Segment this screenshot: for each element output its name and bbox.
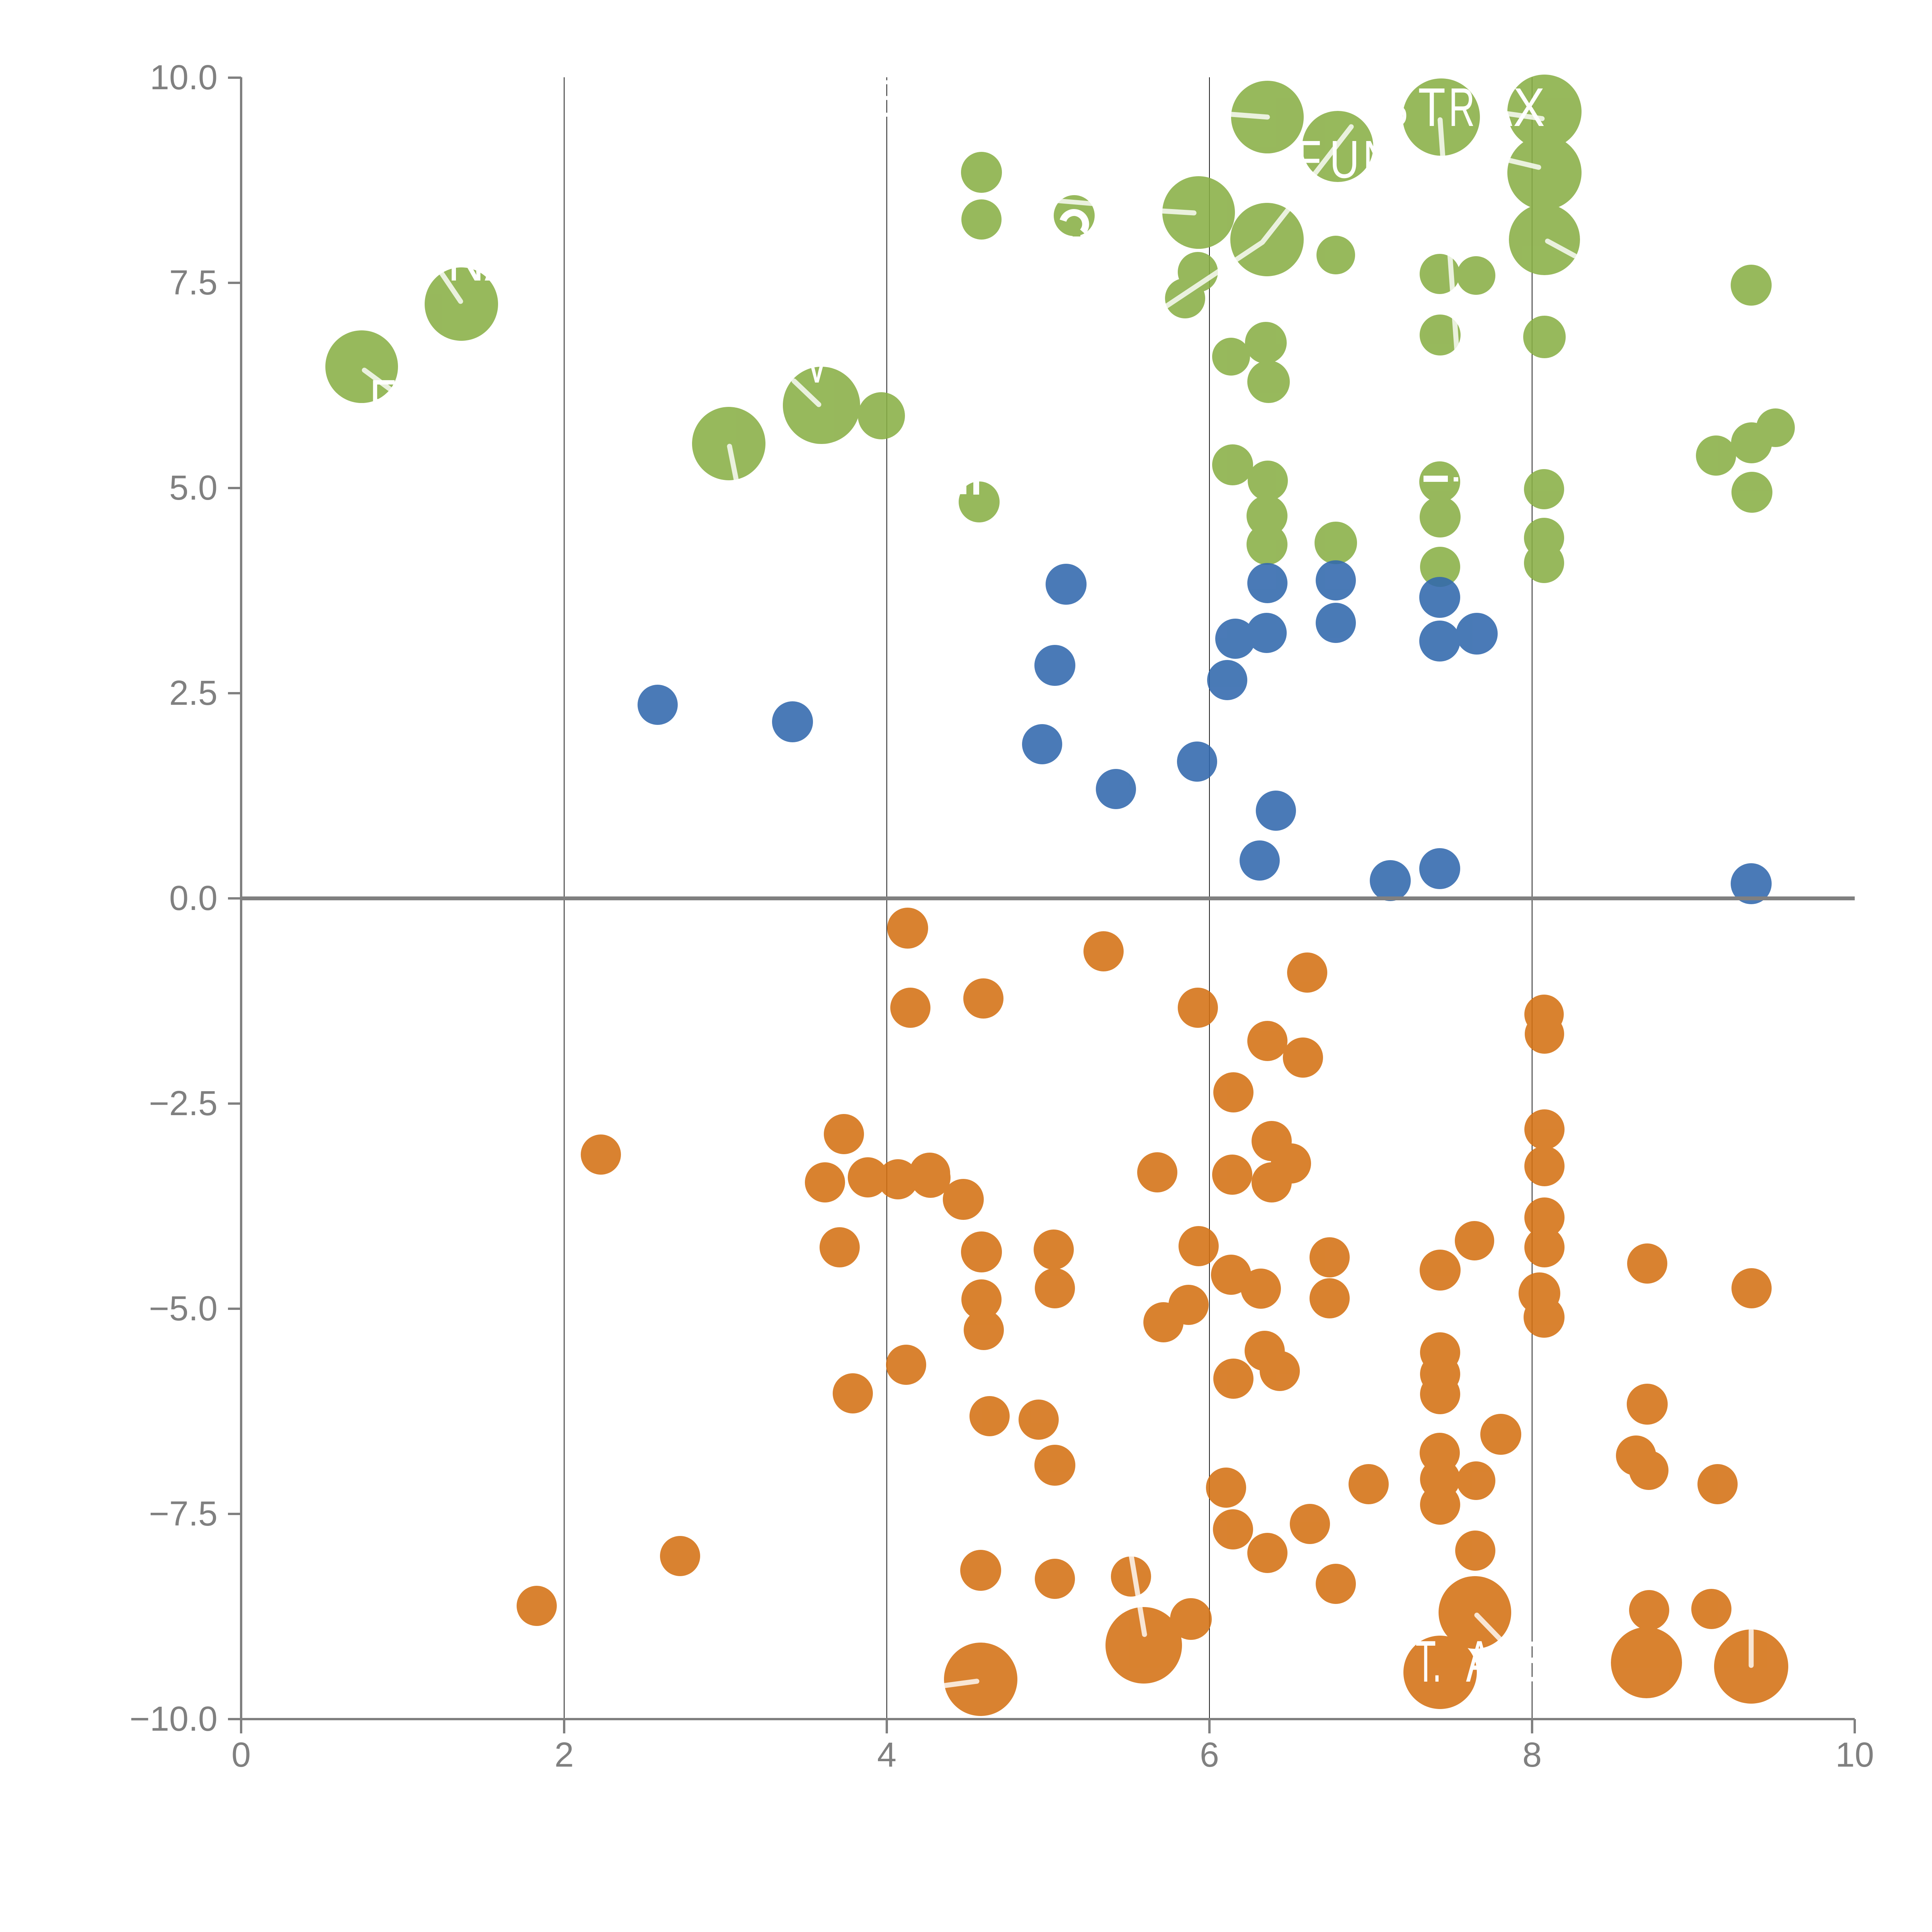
svg-text:U: U (1330, 130, 1359, 189)
svg-text:T.: T. (1415, 1629, 1442, 1694)
svg-text:R: R (1449, 77, 1475, 138)
svg-text:10.0: 10.0 (150, 58, 218, 97)
svg-text:F: F (369, 368, 396, 432)
svg-text:A: A (1483, 77, 1512, 138)
svg-text:NA: NA (447, 229, 519, 293)
svg-text:−10.0: −10.0 (129, 1700, 218, 1738)
svg-text:0: 0 (231, 1736, 251, 1774)
svg-text:5.0: 5.0 (169, 469, 218, 507)
svg-text:S: S (1383, 77, 1408, 138)
svg-text:−2.5: −2.5 (149, 1084, 218, 1123)
svg-text:V: V (804, 332, 829, 395)
svg-text:N: N (1363, 130, 1393, 189)
svg-text:7.5: 7.5 (169, 264, 218, 302)
svg-text:T: T (1418, 77, 1446, 138)
svg-text:2: 2 (554, 1736, 574, 1774)
svg-text:F: F (1296, 130, 1321, 189)
svg-text:0.0: 0.0 (169, 879, 218, 918)
svg-text:4: 4 (877, 1736, 896, 1774)
svg-text:A: A (1466, 1629, 1493, 1694)
svg-text:B: B (1505, 1629, 1548, 1694)
svg-text:−7.5: −7.5 (149, 1495, 218, 1533)
svg-text:−5.0: −5.0 (149, 1289, 218, 1328)
svg-text:10: 10 (1835, 1736, 1874, 1774)
svg-text:8: 8 (1522, 1736, 1542, 1774)
svg-text:6: 6 (1200, 1736, 1219, 1774)
svg-text:X: X (1513, 77, 1545, 138)
svg-text:E: E (866, 69, 901, 128)
svg-text:2.5: 2.5 (169, 674, 218, 713)
